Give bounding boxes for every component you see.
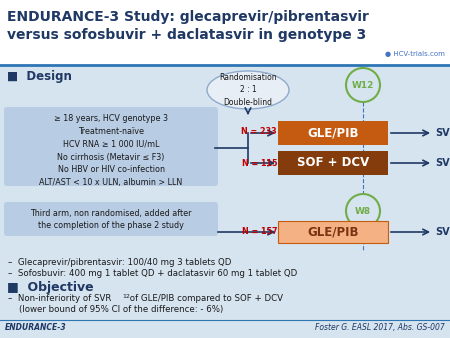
FancyBboxPatch shape — [278, 151, 388, 175]
Text: ■  Design: ■ Design — [7, 70, 72, 83]
Text: 12: 12 — [122, 294, 130, 299]
Text: Randomisation
2 : 1
Double-blind: Randomisation 2 : 1 Double-blind — [219, 73, 277, 107]
FancyBboxPatch shape — [278, 221, 388, 243]
Text: ENDURANCE-3 Study: glecaprevir/pibrentasvir: ENDURANCE-3 Study: glecaprevir/pibrentas… — [7, 10, 369, 24]
FancyBboxPatch shape — [4, 107, 218, 186]
Circle shape — [346, 194, 380, 228]
FancyBboxPatch shape — [0, 0, 450, 65]
Text: –  Sofosbuvir: 400 mg 1 tablet QD + daclatasvir 60 mg 1 tablet QD: – Sofosbuvir: 400 mg 1 tablet QD + dacla… — [8, 269, 297, 278]
FancyBboxPatch shape — [4, 202, 218, 236]
Text: of GLE/PIB compared to SOF + DCV: of GLE/PIB compared to SOF + DCV — [127, 294, 283, 303]
Text: GLE/PIB: GLE/PIB — [307, 126, 359, 140]
Text: SVR: SVR — [435, 128, 450, 138]
Text: GLE/PIB: GLE/PIB — [307, 225, 359, 239]
Text: –  Non-inferiority of SVR: – Non-inferiority of SVR — [8, 294, 112, 303]
Text: ● HCV-trials.com: ● HCV-trials.com — [385, 51, 445, 57]
FancyBboxPatch shape — [278, 121, 388, 145]
Text: N = 233: N = 233 — [241, 127, 277, 136]
Text: W12: W12 — [352, 80, 374, 90]
Text: ≥ 18 years, HCV genotype 3
Treatment-naïve
HCV RNA ≥ 1 000 IU/mL
No cirrhosis (M: ≥ 18 years, HCV genotype 3 Treatment-naï… — [40, 114, 183, 187]
Ellipse shape — [207, 71, 289, 109]
Text: versus sofosbuvir + daclatasvir in genotype 3: versus sofosbuvir + daclatasvir in genot… — [7, 28, 366, 42]
Text: N = 157: N = 157 — [242, 227, 277, 237]
Text: ■  Objective: ■ Objective — [7, 281, 94, 294]
Text: W8: W8 — [355, 207, 371, 216]
Text: Foster G. EASL 2017, Abs. GS-007: Foster G. EASL 2017, Abs. GS-007 — [315, 323, 445, 332]
Text: –  Glecaprevir/pibrentasvir: 100/40 mg 3 tablets QD: – Glecaprevir/pibrentasvir: 100/40 mg 3 … — [8, 258, 231, 267]
Text: SOF + DCV: SOF + DCV — [297, 156, 369, 169]
Text: (lower bound of 95% CI of the difference: - 6%): (lower bound of 95% CI of the difference… — [8, 305, 223, 314]
Text: N = 115: N = 115 — [242, 159, 277, 168]
Text: SVR: SVR — [435, 158, 450, 168]
Circle shape — [346, 68, 380, 102]
Text: ENDURANCE-3: ENDURANCE-3 — [5, 323, 67, 332]
Text: SVR: SVR — [435, 227, 450, 237]
Text: Third arm, non randomised, added after
the completion of the phase 2 study: Third arm, non randomised, added after t… — [30, 209, 192, 231]
